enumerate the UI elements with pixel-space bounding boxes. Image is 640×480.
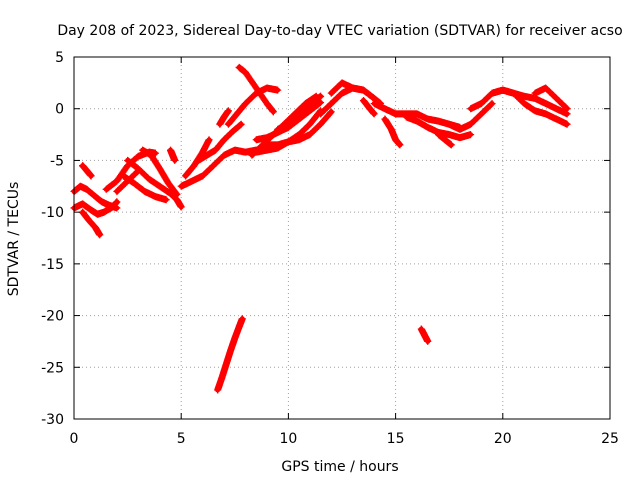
series-arc-2 <box>70 198 121 218</box>
series-arc-4 <box>79 162 95 180</box>
data-point-marker <box>134 167 142 175</box>
y-axis-label: SDTVAR / TECUs <box>6 182 22 297</box>
x-tick-label: 5 <box>177 431 186 447</box>
data-point-marker <box>269 108 277 116</box>
data-point-marker <box>562 103 570 111</box>
data-point-marker <box>327 108 335 116</box>
y-tick-label: -20 <box>41 309 64 325</box>
data-point-marker <box>87 172 95 180</box>
series-arc-13 <box>194 120 245 164</box>
data-point-marker <box>467 131 475 139</box>
series-arc-14 <box>235 63 277 116</box>
data-point-marker <box>370 110 378 118</box>
x-axis-label: GPS time / hours <box>281 459 398 475</box>
y-tick-label: -10 <box>41 205 64 221</box>
series-arc-23 <box>327 79 378 102</box>
plot-frame <box>73 56 611 420</box>
data-point-marker <box>171 156 179 164</box>
data-point-marker <box>172 190 180 198</box>
data-point-marker <box>396 141 404 149</box>
series-arc-24 <box>359 96 378 118</box>
data-point-marker <box>237 120 245 128</box>
data-points <box>70 63 571 394</box>
series-arc-12 <box>216 107 232 128</box>
data-point-marker <box>424 337 432 345</box>
data-point-marker <box>173 191 181 199</box>
data-point-marker <box>134 168 142 176</box>
x-tick-label: 10 <box>279 431 297 447</box>
data-point-marker <box>487 100 495 108</box>
series-arc-32 <box>531 84 571 113</box>
data-point-marker <box>327 109 335 117</box>
series-arc-21 <box>295 92 325 118</box>
y-tick-label: -25 <box>41 360 64 376</box>
x-tick-label: 15 <box>387 431 405 447</box>
series-arc-10 <box>177 144 271 190</box>
series-arc-7 <box>119 172 170 204</box>
x-tick-label: 25 <box>601 431 619 447</box>
series-arc-8 <box>139 146 181 199</box>
data-point-marker <box>177 203 185 211</box>
series-arc-31 <box>488 86 571 128</box>
data-point-marker <box>224 107 232 115</box>
series-arc-35 <box>113 167 142 195</box>
y-tick-label: -15 <box>41 257 64 273</box>
series-arc-19 <box>263 108 335 149</box>
series-arc-9 <box>166 146 179 164</box>
data-point-marker <box>238 315 246 323</box>
data-point-marker <box>274 86 282 94</box>
axis-ticks: 0 5 10 15 20 25 -30 -25 -20 -15 -10 -5 0 5 <box>41 50 619 447</box>
data-point-marker <box>317 92 325 100</box>
series-arc-15 <box>224 84 282 128</box>
data-point-marker <box>205 136 213 144</box>
data-point-marker <box>487 101 495 109</box>
y-tick-label: -5 <box>50 153 64 169</box>
data-point-marker <box>562 104 570 112</box>
data-point-marker <box>563 105 571 113</box>
series-arc-3 <box>79 208 104 239</box>
series-arc-28 <box>434 131 455 149</box>
data-point-marker <box>133 168 141 176</box>
x-tick-label: 0 <box>70 431 79 447</box>
series-arc-26 <box>381 115 404 149</box>
data-point-marker <box>96 231 104 239</box>
series-arc-33 <box>214 315 246 394</box>
y-tick-label: -30 <box>41 412 64 428</box>
grid <box>74 57 610 419</box>
data-point-marker <box>488 100 496 108</box>
series-arc-29 <box>445 100 496 133</box>
chart-title: Day 208 of 2023, Sidereal Day-to-day VTE… <box>57 23 622 39</box>
data-point-marker <box>447 141 455 149</box>
x-tick-label: 20 <box>494 431 512 447</box>
data-point-marker <box>172 189 180 197</box>
y-tick-label: 0 <box>55 102 64 118</box>
y-tick-label: 5 <box>55 50 64 66</box>
data-point-marker <box>113 198 121 206</box>
data-point-marker <box>317 99 325 107</box>
data-point-marker <box>151 149 159 157</box>
data-point-marker <box>563 120 571 128</box>
data-point-marker <box>162 196 170 204</box>
series-arc-34 <box>417 325 432 345</box>
